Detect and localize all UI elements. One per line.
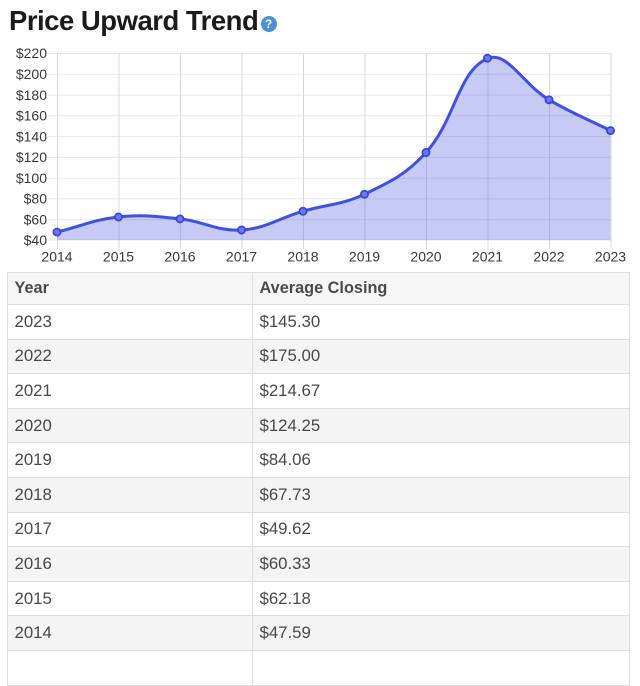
svg-text:2016: 2016 <box>164 249 195 263</box>
svg-text:$160: $160 <box>16 108 47 124</box>
svg-text:2017: 2017 <box>226 249 257 263</box>
svg-text:2019: 2019 <box>349 249 380 263</box>
svg-text:$200: $200 <box>16 66 47 82</box>
svg-text:2020: 2020 <box>410 249 441 263</box>
svg-text:2015: 2015 <box>103 249 134 263</box>
svg-text:$220: $220 <box>16 45 47 61</box>
svg-text:2021: 2021 <box>472 249 503 263</box>
svg-text:$180: $180 <box>16 87 47 103</box>
svg-text:2022: 2022 <box>533 249 564 263</box>
svg-text:2014: 2014 <box>41 249 72 263</box>
svg-text:2018: 2018 <box>287 249 318 263</box>
svg-text:2023: 2023 <box>595 249 626 263</box>
svg-text:$120: $120 <box>16 149 47 165</box>
svg-text:$40: $40 <box>24 232 48 248</box>
svg-text:$140: $140 <box>16 128 47 144</box>
svg-text:$60: $60 <box>24 211 48 227</box>
svg-text:$100: $100 <box>16 170 47 186</box>
svg-text:$80: $80 <box>24 191 48 207</box>
